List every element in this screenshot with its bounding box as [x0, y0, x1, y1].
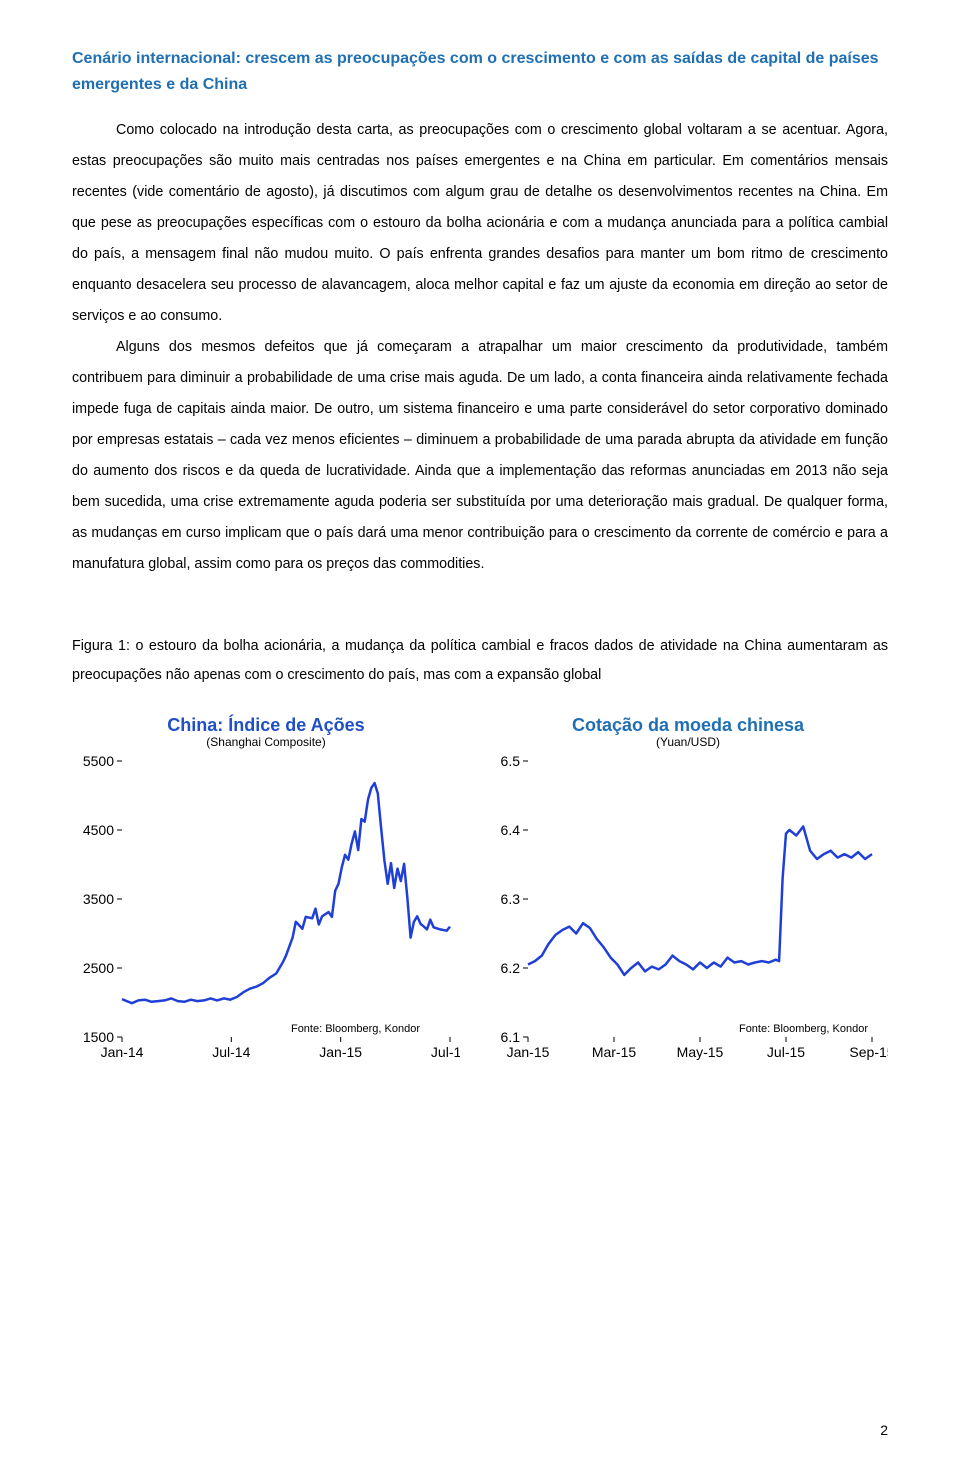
- svg-text:Jan-14: Jan-14: [101, 1044, 144, 1060]
- svg-text:4500: 4500: [83, 822, 114, 838]
- body-paragraph: Como colocado na introdução desta carta,…: [72, 115, 888, 332]
- chart-left-title: China: Índice de Ações: [72, 715, 460, 736]
- svg-text:1500: 1500: [83, 1029, 114, 1045]
- svg-text:Jul-14: Jul-14: [212, 1044, 250, 1060]
- svg-text:2500: 2500: [83, 960, 114, 976]
- chart-left-svg: 5500 4500 3500 2500 1500Jan-14 Jul-14 Jan-15 Ju…: [72, 755, 460, 1065]
- section-heading: Cenário internacional: crescem as preocu…: [72, 46, 888, 99]
- chart-left-source: Fonte: Bloomberg, Kondor: [291, 1023, 420, 1035]
- svg-text:5500: 5500: [83, 755, 114, 769]
- chart-right-source: Fonte: Bloomberg, Kondor: [739, 1023, 868, 1035]
- chart-right-title: Cotação da moeda chinesa: [488, 715, 888, 736]
- body-paragraph: Alguns dos mesmos defeitos que já começa…: [72, 332, 888, 580]
- svg-text:6.5: 6.5: [501, 755, 521, 769]
- page-number: 2: [880, 1422, 888, 1438]
- chart-left-subtitle: (Shanghai Composite): [72, 735, 460, 749]
- chart-right: Cotação da moeda chinesa (Yuan/USD) 6.56…: [488, 715, 888, 1066]
- svg-text:Jul-15: Jul-15: [431, 1044, 460, 1060]
- svg-text:May-15: May-15: [677, 1044, 724, 1060]
- svg-text:Jan-15: Jan-15: [507, 1044, 550, 1060]
- svg-text:Jan-15: Jan-15: [319, 1044, 362, 1060]
- svg-text:6.1: 6.1: [501, 1029, 521, 1045]
- chart-right-subtitle: (Yuan/USD): [488, 735, 888, 749]
- svg-text:6.2: 6.2: [501, 960, 521, 976]
- svg-text:Sep-15: Sep-15: [849, 1044, 888, 1060]
- svg-text:Mar-15: Mar-15: [592, 1044, 637, 1060]
- chart-right-svg: 6.5 6.4 6.3 6.2 6.1Jan-15 Mar-15 May-15 Jul-15 S…: [488, 755, 888, 1065]
- svg-text:6.4: 6.4: [501, 822, 521, 838]
- svg-text:3500: 3500: [83, 891, 114, 907]
- svg-text:Jul-15: Jul-15: [767, 1044, 805, 1060]
- chart-left: China: Índice de Ações (Shanghai Composi…: [72, 715, 460, 1066]
- charts-row: China: Índice de Ações (Shanghai Composi…: [72, 715, 888, 1066]
- figure-caption: Figura 1: o estouro da bolha acionária, …: [72, 632, 888, 691]
- svg-text:6.3: 6.3: [501, 891, 521, 907]
